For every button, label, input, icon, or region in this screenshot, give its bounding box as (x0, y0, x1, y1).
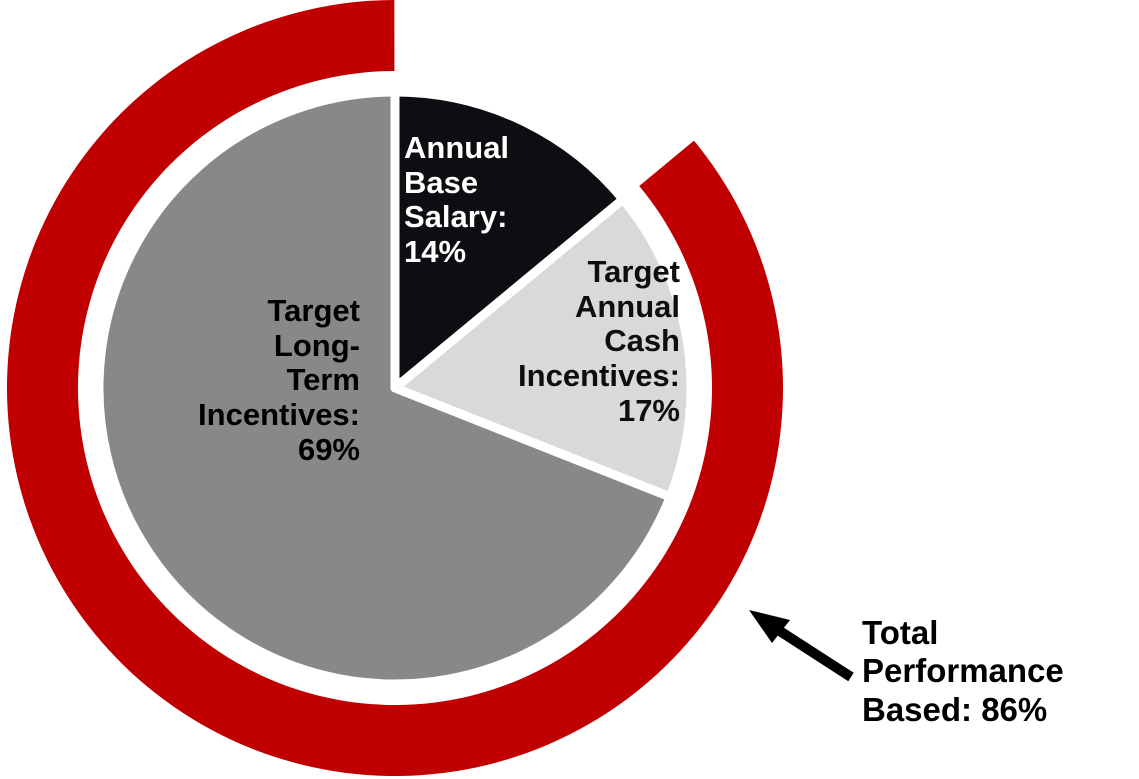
slice-label-target-annual-cash-incentives: Target Annual Cash Incentives: 17% (518, 254, 680, 428)
slice-annual-base-salary[interactable] (390, 87, 628, 393)
annotation-label-total-performance-based: Total Performance Based: 86% (862, 614, 1064, 728)
slice-target-annual-cash-incentives[interactable] (390, 194, 696, 502)
slice-label-target-long-term-incentives: Target Long- Term Incentives: 69% (198, 293, 360, 467)
annotation-arrow-icon (749, 610, 854, 682)
slice-label-annual-base-salary: Annual Base Salary: 14% (404, 130, 510, 270)
slice-target-long-term-incentives[interactable] (94, 87, 675, 689)
